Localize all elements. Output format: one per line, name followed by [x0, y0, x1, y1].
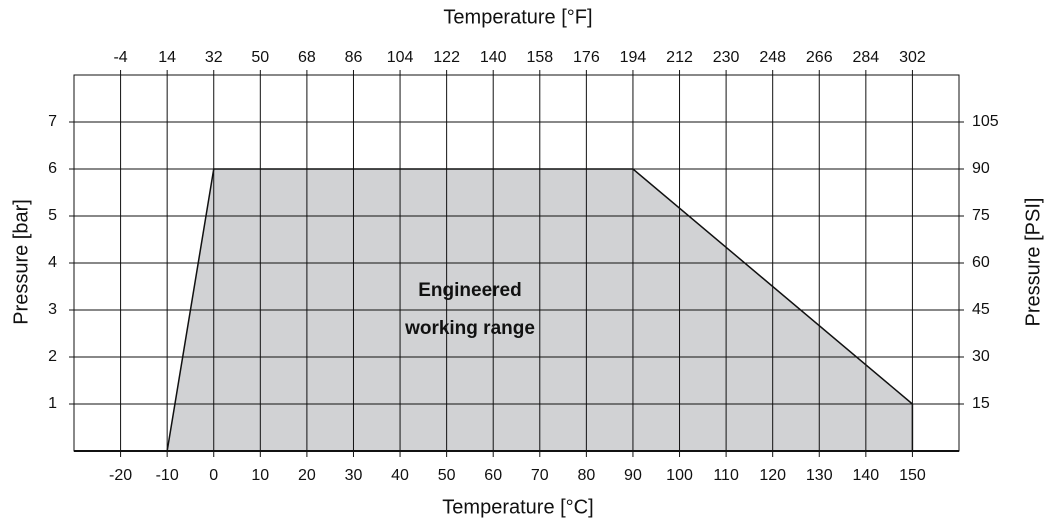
x2-tick-label: 14 — [158, 49, 176, 66]
x2-tick-label: 140 — [480, 49, 507, 66]
x-tick-label: 150 — [899, 467, 926, 484]
x-tick-label: 30 — [345, 467, 363, 484]
y2-tick-label: 90 — [972, 160, 990, 177]
x-tick-label: -20 — [109, 467, 132, 484]
working-range-outline — [166, 168, 914, 452]
x-tick-label: -10 — [156, 467, 179, 484]
x-tick-label: 110 — [713, 467, 739, 484]
x-tick-label: 130 — [806, 467, 833, 484]
y2-tick-label: 15 — [972, 395, 990, 412]
x2-tick-label: 248 — [759, 49, 786, 66]
x-tick-label: 40 — [391, 467, 409, 484]
y-tick-label: 3 — [48, 301, 57, 318]
y-axis-title: Pressure [bar] — [10, 199, 32, 325]
x2-tick-label: 68 — [298, 49, 316, 66]
y2-tick-label: 45 — [972, 301, 990, 318]
y2-tick-label: 75 — [972, 207, 990, 224]
x2-axis-title: Temperature [°F] — [443, 6, 592, 28]
x2-tick-label: 176 — [573, 49, 600, 66]
x2-tick-label: 212 — [666, 49, 693, 66]
x-tick-label: 20 — [298, 467, 316, 484]
x2-tick-label: 122 — [433, 49, 460, 66]
annotation: working range — [404, 318, 535, 339]
x2-tick-label: 86 — [345, 49, 363, 66]
x2-tick-label: 158 — [526, 49, 553, 66]
x-tick-label: 90 — [624, 467, 642, 484]
x2-tick-label: 104 — [387, 49, 414, 66]
y2-tick-label: 60 — [972, 254, 990, 271]
y-tick-label: 4 — [48, 254, 57, 271]
x-tick-label: 60 — [484, 467, 502, 484]
x2-tick-label: 266 — [806, 49, 833, 66]
x2-tick-label: 32 — [205, 49, 223, 66]
x2-tick-label: 194 — [620, 49, 647, 66]
x-tick-label: 70 — [531, 467, 549, 484]
x-tick-label: 0 — [209, 467, 218, 484]
x2-tick-label: 302 — [899, 49, 926, 66]
x-tick-label: 140 — [852, 467, 879, 484]
x-tick-label: 80 — [577, 467, 595, 484]
x-tick-label: 10 — [251, 467, 269, 484]
y2-tick-label: 105 — [972, 113, 999, 130]
y-tick-label: 5 — [48, 207, 57, 224]
x-axis-title: Temperature [°C] — [442, 496, 593, 518]
x-tick-label: 50 — [438, 467, 456, 484]
x2-tick-label: -4 — [113, 49, 127, 66]
y2-axis-title: Pressure [PSI] — [1022, 198, 1044, 327]
x-tick-label: 120 — [759, 467, 786, 484]
x2-tick-label: 284 — [852, 49, 879, 66]
annotation: Engineered — [418, 280, 521, 301]
x-tick-label: 100 — [666, 467, 693, 484]
y-tick-label: 1 — [48, 395, 57, 412]
y-tick-label: 2 — [48, 348, 57, 365]
y-tick-label: 7 — [48, 113, 57, 130]
x2-tick-label: 50 — [251, 49, 269, 66]
y2-tick-label: 30 — [972, 348, 990, 365]
x2-tick-label: 230 — [713, 49, 740, 66]
y-tick-label: 6 — [48, 160, 57, 177]
